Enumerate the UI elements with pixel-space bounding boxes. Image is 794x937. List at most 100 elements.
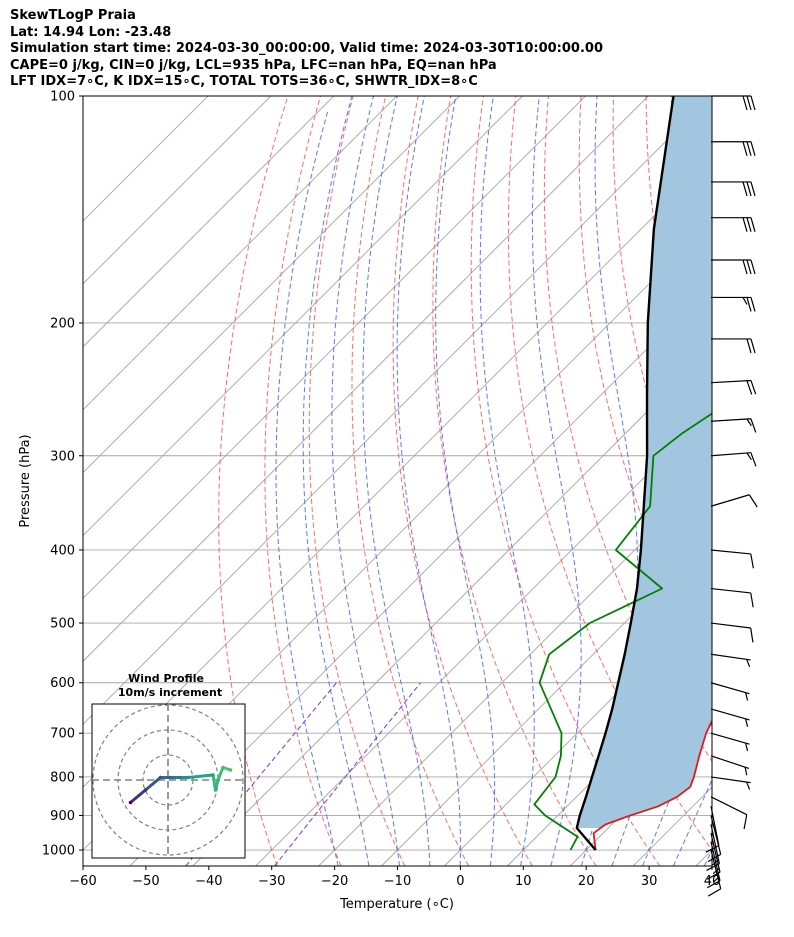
isotherm-line [83, 96, 335, 348]
hodograph-point [143, 788, 148, 792]
dry-adiabat [470, 96, 661, 866]
barb-full-feather [746, 259, 752, 275]
isotherm-line [129, 283, 712, 866]
barb-full-feather [750, 553, 754, 569]
x-tick-label: −10 [384, 874, 411, 889]
hodograph-point [228, 768, 233, 772]
dry-adiabat [264, 96, 342, 866]
y-tick-label: 500 [50, 617, 75, 632]
cape-fill-area [576, 96, 712, 828]
barb-staff [710, 815, 722, 855]
barb-full-feather [742, 259, 748, 275]
x-tick-label: 30 [641, 874, 658, 889]
barb-staff [710, 622, 751, 629]
isotherm-line [83, 96, 712, 725]
moist-adiabat [531, 96, 582, 866]
moist-adiabat [435, 96, 496, 866]
barb-half-feather [746, 452, 752, 461]
wind-barb [710, 418, 757, 433]
wind-barb [710, 708, 750, 727]
barb-full-feather [746, 95, 752, 111]
isotherm-line [381, 534, 712, 866]
dry-adiabat [776, 96, 794, 866]
wind-barb [710, 732, 750, 752]
wind-barb [711, 296, 756, 312]
indices-line-2: LFT IDX=7∘C, K IDX=15∘C, TOTAL TOTS=36∘C… [10, 74, 478, 89]
profiles [533, 96, 712, 851]
barb-full-feather [743, 814, 748, 830]
barb-full-feather [750, 297, 756, 312]
hodograph-point [186, 775, 190, 780]
barb-staff [710, 732, 750, 745]
x-tick-label: 40 [704, 874, 721, 889]
barb-full-feather [750, 627, 754, 643]
moist-adiabat [672, 778, 712, 866]
isotherm-line [192, 346, 712, 866]
wind-barb [710, 494, 758, 508]
y-tick-label: 700 [50, 727, 75, 742]
x-tick-label: −40 [195, 874, 222, 889]
barb-half-feather [746, 781, 751, 790]
moist-adiabat [331, 96, 400, 866]
barb-half-feather [746, 659, 751, 668]
moist-adiabat [362, 96, 431, 866]
barb-half-feather [746, 418, 752, 427]
wind-barb [710, 776, 751, 790]
barb-full-feather [746, 217, 752, 232]
isotherm-line [318, 471, 712, 866]
barb-full-feather [706, 871, 721, 880]
barb-half-feather [745, 742, 749, 752]
barb-half-feather [745, 692, 749, 701]
y-tick-label: 200 [50, 316, 75, 331]
mixing-ratio-line [185, 682, 337, 866]
hodograph-title: Wind Profile [128, 672, 204, 685]
hodograph-segment [129, 788, 147, 804]
indices-line-1: CAPE=0 j/kg, CIN=0 j/kg, LCL=935 hPa, LF… [10, 57, 497, 73]
barb-half-feather [712, 859, 719, 866]
dry-adiabat [744, 96, 794, 866]
wind-barb [711, 181, 756, 197]
isotherm-line [83, 96, 460, 474]
wind-barb [707, 815, 722, 863]
wind-barb [710, 549, 754, 569]
isotherm-line [83, 96, 272, 285]
hodograph-inner [92, 704, 245, 858]
wind-barb [710, 622, 754, 643]
dry-adiabat [578, 96, 712, 670]
barb-full-feather [742, 181, 748, 197]
wind-barb [711, 95, 756, 111]
barb-full-feather [750, 418, 757, 433]
barb-staff [710, 849, 722, 889]
isotherm-line [83, 96, 586, 600]
chart-title: SkewTLogP Praia [10, 8, 136, 23]
hodograph-point [168, 775, 173, 780]
dry-adiabat [351, 96, 470, 866]
wind-barb [711, 338, 756, 354]
barb-full-feather [706, 880, 721, 889]
moist-adiabat [302, 96, 370, 866]
barb-staff [710, 494, 750, 507]
wind-barb [710, 796, 748, 830]
barb-full-feather [750, 141, 756, 156]
hodograph-point [128, 800, 133, 805]
moist-adiabat [275, 111, 339, 866]
y-tick-label: 300 [50, 449, 75, 464]
barb-full-feather [706, 863, 720, 871]
barb-half-feather [712, 867, 720, 875]
barb-half-feather [742, 297, 748, 305]
axes: Pressure (hPa) Temperature (∘C) −60 −50 −4… [18, 90, 720, 913]
dry-adiabat [710, 96, 712, 116]
wind-barb [707, 849, 722, 897]
y-axis-label: Pressure (hPa) [18, 434, 33, 527]
hodograph-segment [186, 773, 215, 779]
hodograph-point [213, 788, 218, 792]
barb-full-feather [746, 338, 752, 354]
x-tick-label: −50 [132, 874, 159, 889]
x-tick-label: 10 [515, 874, 532, 889]
barb-staff [710, 452, 751, 457]
wind-barb [711, 141, 756, 156]
barb-full-feather [750, 592, 754, 608]
x-tick-label: 0 [456, 874, 464, 889]
isotherm-line [255, 409, 712, 866]
barb-full-feather [750, 217, 756, 232]
